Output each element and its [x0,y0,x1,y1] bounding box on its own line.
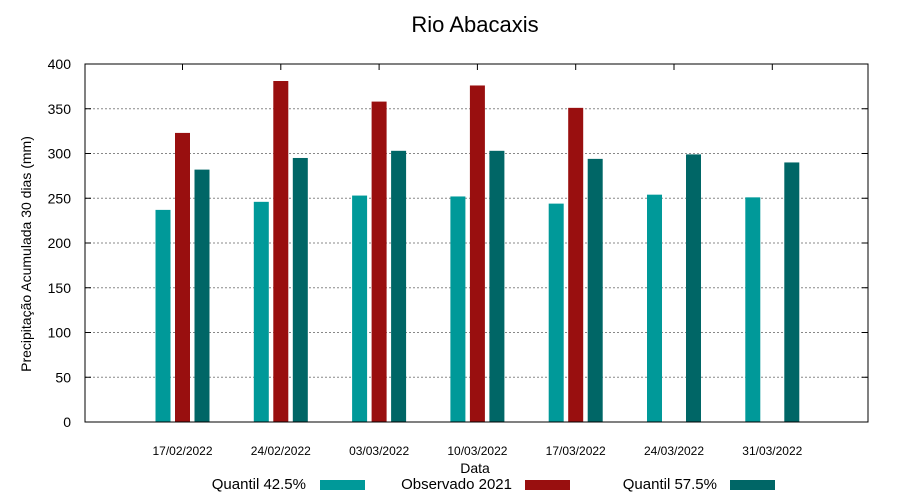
y-tick-label: 200 [48,235,72,251]
y-tick-label: 300 [48,146,72,162]
legend-label: Quantil 42.5% [212,476,306,493]
legend-swatch [730,480,775,490]
y-tick-label: 100 [48,325,72,341]
y-tick-label: 250 [48,190,72,206]
y-axis-label: Precipitação Acumulada 30 dias (mm) [18,136,34,372]
x-tick-label: 17/02/2022 [152,444,212,458]
chart-title: Rio Abacaxis [411,12,538,37]
bar [489,150,505,422]
x-tick-label: 03/03/2022 [349,444,409,458]
bar [253,201,269,422]
bars [155,81,800,423]
bar [175,132,190,423]
x-axis-ticks: 17/02/2022 24/02/2022 03/03/2022 10/03/2022… [152,64,803,458]
bar [548,203,564,422]
bar [194,169,210,422]
bar [568,107,584,422]
bar [686,154,701,422]
y-tick-label: 400 [48,56,72,72]
bar [647,194,662,422]
bar [155,209,171,422]
legend: Quantil 42.5% Observado 2021 Quantil 57.5% [212,476,775,493]
bar [587,158,603,422]
legend-swatch [320,480,365,490]
legend-label: Observado 2021 [401,476,512,493]
y-tick-label: 50 [55,369,71,385]
x-tick-label: 31/03/2022 [742,444,802,458]
grid [85,108,868,378]
x-tick-label: 24/02/2022 [251,444,311,458]
y-tick-label: 0 [63,414,71,430]
bar [352,195,368,422]
bar [273,81,289,422]
bar [391,150,407,422]
bar [371,101,387,422]
x-tick-label: 10/03/2022 [447,444,507,458]
bar [450,196,466,422]
y-tick-label: 150 [48,280,72,296]
bar [784,162,800,422]
bar [469,85,485,422]
x-tick-label: 17/03/2022 [546,444,606,458]
bar [745,197,761,422]
legend-label: Quantil 57.5% [623,476,717,493]
y-tick-label: 350 [48,101,72,117]
x-tick-label: 24/03/2022 [644,444,704,458]
legend-swatch [525,480,570,490]
bar [292,157,308,422]
x-axis-label: Data [460,460,490,476]
y-axis-ticks: 0 50 100 150 200 250 300 350 400 [48,56,868,430]
